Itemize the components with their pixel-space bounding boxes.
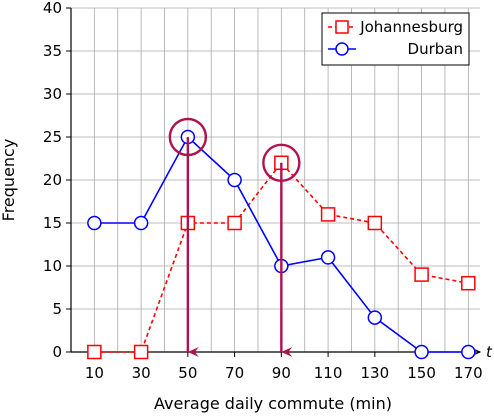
legend-marker xyxy=(335,20,349,34)
legend-entry-johannesburg: Johannesburg xyxy=(328,18,463,36)
data-point xyxy=(133,215,149,231)
legend-entry-durban: Durban xyxy=(328,40,463,58)
legend: Johannesburg Durban xyxy=(321,12,470,66)
y-tick-label: 0 xyxy=(52,343,62,361)
series-johannesburg xyxy=(87,155,476,360)
x-tick-label: 170 xyxy=(454,364,483,382)
y-axis-label: Frequency xyxy=(0,139,18,222)
axes: 10 30 50 70 90 110 130 150 170 0 5 10 15 20 25 30 35 40 xyxy=(43,0,483,382)
x-axis-label: Average daily commute (min) xyxy=(154,394,392,413)
y-tick-label: 20 xyxy=(43,171,62,189)
data-point xyxy=(133,344,149,360)
data-point xyxy=(414,267,429,282)
x-axis-end-label: t xyxy=(486,343,493,361)
peak-highlight-circle xyxy=(262,143,301,183)
y-tick-label: 5 xyxy=(52,300,62,318)
x-tick-label: 150 xyxy=(407,364,436,382)
x-tick-label: 110 xyxy=(314,364,343,382)
data-point xyxy=(461,275,476,291)
data-point xyxy=(414,344,429,360)
y-tick-label: 30 xyxy=(43,85,62,103)
annotations xyxy=(168,117,301,357)
y-tick-label: 10 xyxy=(43,257,62,275)
y-tick-label: 25 xyxy=(43,128,62,146)
x-tick-label: 10 xyxy=(85,364,104,382)
x-tick-label: 70 xyxy=(225,364,244,382)
legend-marker xyxy=(335,42,349,56)
data-point xyxy=(367,215,383,231)
data-point xyxy=(227,215,242,231)
y-tick-label: 15 xyxy=(43,214,62,232)
data-point xyxy=(461,344,476,360)
x-tick-label: 90 xyxy=(272,364,291,382)
data-point xyxy=(87,215,102,231)
peak-highlight-circle xyxy=(168,117,208,157)
x-tick-label: 130 xyxy=(361,364,390,382)
legend-label: Johannesburg xyxy=(359,18,463,36)
data-point xyxy=(320,250,336,265)
x-tick-label: 50 xyxy=(178,364,197,382)
series-line xyxy=(94,161,469,353)
y-tick-label: 35 xyxy=(43,42,62,60)
data-point xyxy=(227,172,242,188)
y-tick-label: 40 xyxy=(43,0,62,17)
data-point xyxy=(87,344,102,360)
data-point xyxy=(320,207,336,222)
x-tick-label: 30 xyxy=(132,364,151,382)
data-point xyxy=(367,310,383,325)
legend-label: Durban xyxy=(408,40,463,58)
